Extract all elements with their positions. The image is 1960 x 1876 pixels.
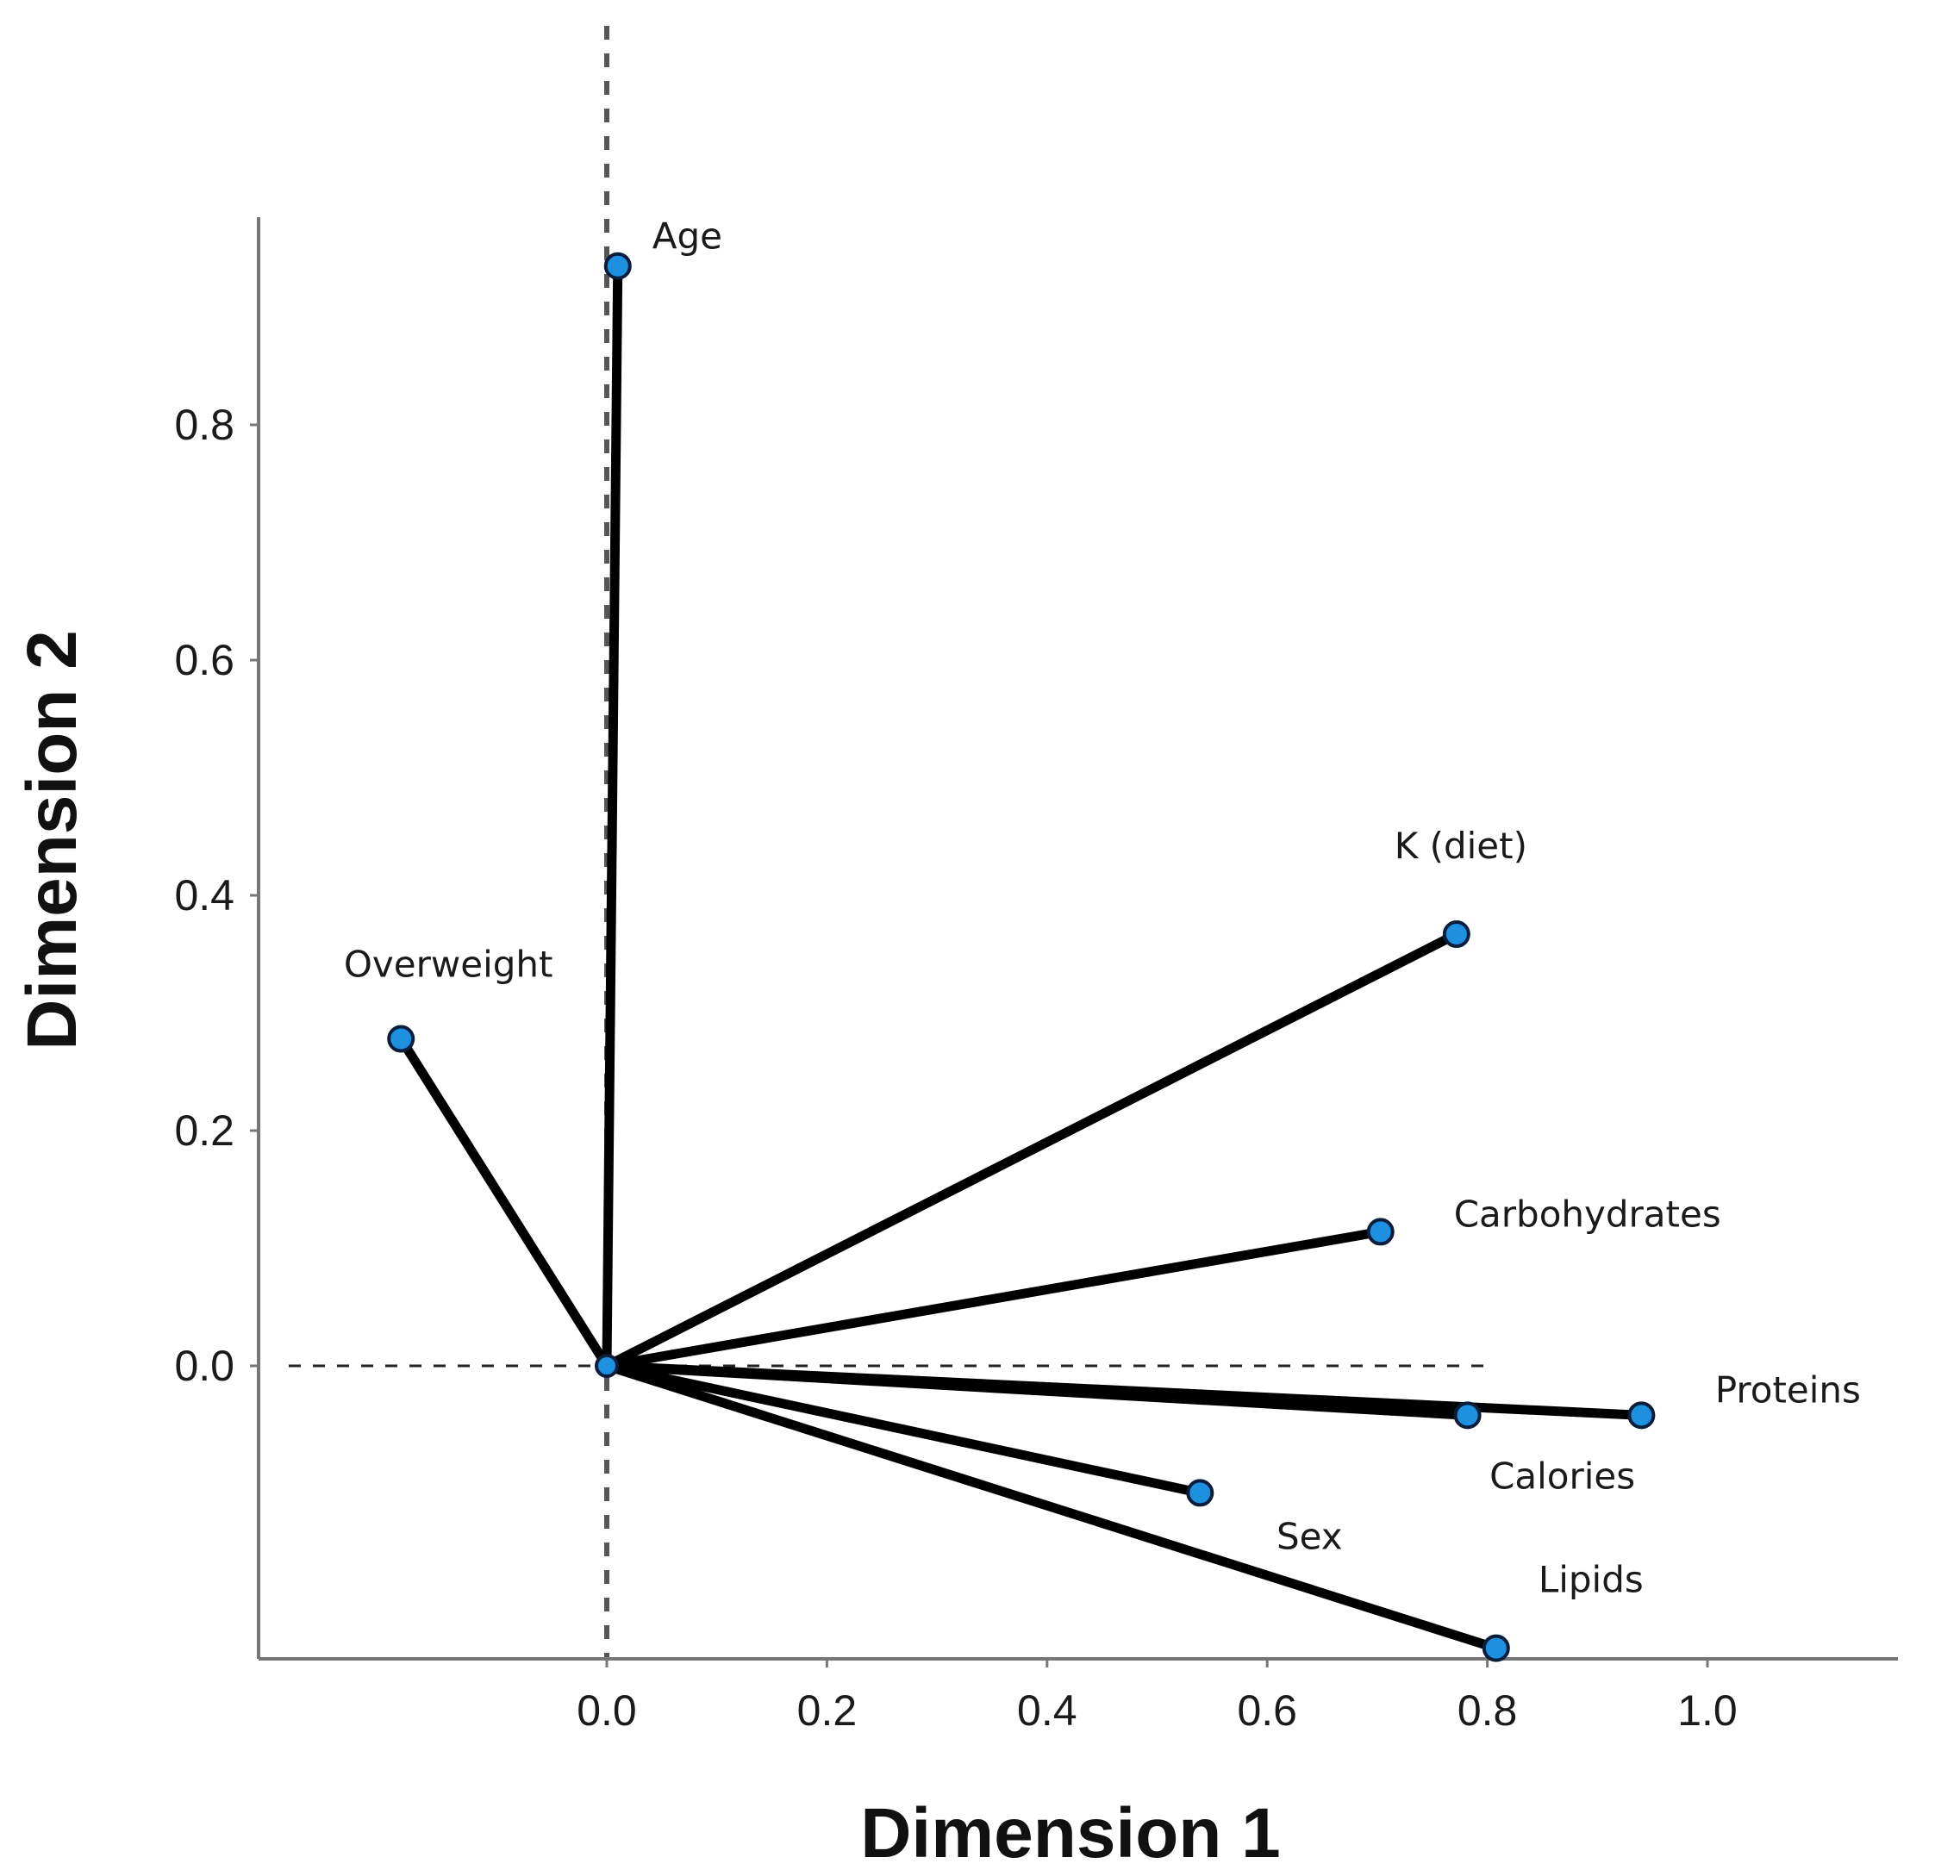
- vector-lipids: [602, 1361, 1501, 1654]
- vector-calories: [602, 1361, 1473, 1420]
- y-tick-label: 0.2: [174, 1106, 234, 1155]
- y-tick-label: 0.4: [174, 871, 234, 919]
- marker-overweight: [387, 1025, 415, 1053]
- y-tick-label: 0.6: [174, 636, 234, 684]
- origin-marker: [595, 1354, 619, 1378]
- marker-lipids: [1482, 1634, 1510, 1662]
- x-tick-label: 0.6: [1237, 1686, 1297, 1735]
- x-tick-label: 0.4: [1017, 1686, 1077, 1735]
- y-axis-ticks: 0.0 0.2 0.4 0.6 0.8: [174, 401, 259, 1390]
- label-age: Age: [652, 215, 722, 258]
- marker-age: [603, 252, 632, 280]
- x-axis-ticks: 0.0 0.2 0.4 0.6 0.8 1.0: [577, 1659, 1738, 1735]
- marker-proteins: [1627, 1401, 1656, 1430]
- label-lipids: Lipids: [1539, 1559, 1644, 1601]
- marker-k-diet: [1442, 920, 1470, 949]
- marker-calories: [1453, 1401, 1482, 1430]
- y-tick-label: 0.0: [174, 1342, 234, 1390]
- vector-overweight: [396, 1034, 612, 1371]
- y-axis-title: Dimension 2: [13, 630, 91, 1050]
- x-tick-label: 0.0: [577, 1686, 637, 1735]
- y-tick-label: 0.8: [174, 401, 234, 449]
- vector-sex: [602, 1361, 1205, 1498]
- x-tick-label: 0.2: [797, 1686, 858, 1735]
- label-sex: Sex: [1276, 1515, 1343, 1557]
- loading-markers: [387, 252, 1656, 1662]
- vector-age: [602, 261, 623, 1371]
- label-carbohydrates: Carbohydrates: [1454, 1193, 1721, 1235]
- reference-lines: [289, 26, 1491, 1659]
- vector-carbohydrates: [602, 1226, 1386, 1371]
- point-labels: Age Overweight K (diet) Carbohydrates Protei…: [344, 215, 1861, 1601]
- loading-vectors: [396, 261, 1646, 1654]
- x-axis-title: Dimension 1: [860, 1794, 1281, 1873]
- label-k-diet: K (diet): [1395, 825, 1527, 867]
- label-proteins: Proteins: [1715, 1368, 1861, 1411]
- label-calories: Calories: [1489, 1455, 1635, 1497]
- axes: [257, 217, 1898, 1661]
- marker-sex: [1186, 1479, 1214, 1507]
- x-tick-label: 0.8: [1458, 1686, 1518, 1735]
- label-overweight: Overweight: [344, 944, 553, 986]
- marker-carbohydrates: [1366, 1218, 1395, 1246]
- x-tick-label: 1.0: [1677, 1686, 1738, 1735]
- vector-k-diet: [602, 929, 1462, 1371]
